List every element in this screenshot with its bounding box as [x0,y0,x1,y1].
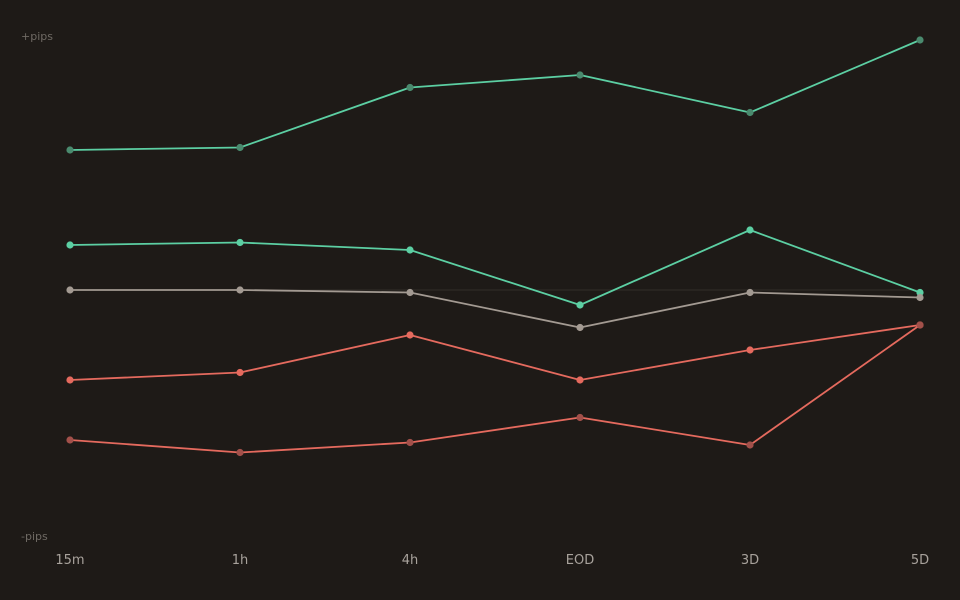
series-4 [66,321,924,384]
series-1 [66,36,924,154]
series-3-point-1h [236,286,244,294]
series-1-point-4h [406,83,414,92]
series-1-point-15m [66,146,74,154]
series-5-line [69,324,921,454]
series-5 [66,321,924,457]
series-4-point-4h [406,331,414,339]
series-5-point-1h [236,448,244,457]
series-3-point-EOD [576,323,584,332]
series-5-point-3D [746,441,754,449]
series-5-point-4h [406,438,414,447]
series-4-line [69,324,921,381]
x-tick-label: 3D [741,553,759,568]
series-4-point-15m [66,376,74,384]
series-2-point-15m [66,241,74,249]
series-1-point-5D [916,36,924,44]
series-2-point-1h [236,238,244,247]
series-3-point-5D [916,293,924,302]
x-tick-label: 5D [911,553,929,568]
series-2-point-3D [746,226,754,234]
x-tick-label: EOD [566,553,594,568]
series-3-point-4h [406,288,414,297]
x-tick-label: 15m [55,553,84,568]
series-4-point-EOD [576,376,584,384]
x-tick-label: 1h [232,553,249,568]
series-layer [66,36,924,457]
series-3-point-15m [66,286,74,294]
series-3-line [69,289,921,329]
series-1-point-EOD [576,71,584,79]
x-axis-ticks: 15m 1h 4h EOD 3D 5D [55,553,929,568]
series-5-point-15m [66,436,74,444]
series-2-point-4h [406,246,414,254]
series-1-point-1h [236,143,244,152]
y-axis-top-label: +pips [21,30,53,43]
series-3-point-3D [746,288,754,297]
series-2-point-5D [916,288,924,297]
series-2-point-EOD [576,301,584,309]
series-2-line [69,229,921,306]
series-1-point-3D [746,108,754,117]
series-3 [66,286,924,332]
series-5-point-EOD [576,413,584,422]
series-4-point-3D [746,346,754,354]
series-4-point-1h [236,368,244,377]
y-axis-bottom-label: -pips [21,530,48,543]
series-2 [66,226,924,309]
x-tick-label: 4h [402,553,419,568]
series-5-point-5D [916,321,924,329]
series-1-line [69,39,921,151]
